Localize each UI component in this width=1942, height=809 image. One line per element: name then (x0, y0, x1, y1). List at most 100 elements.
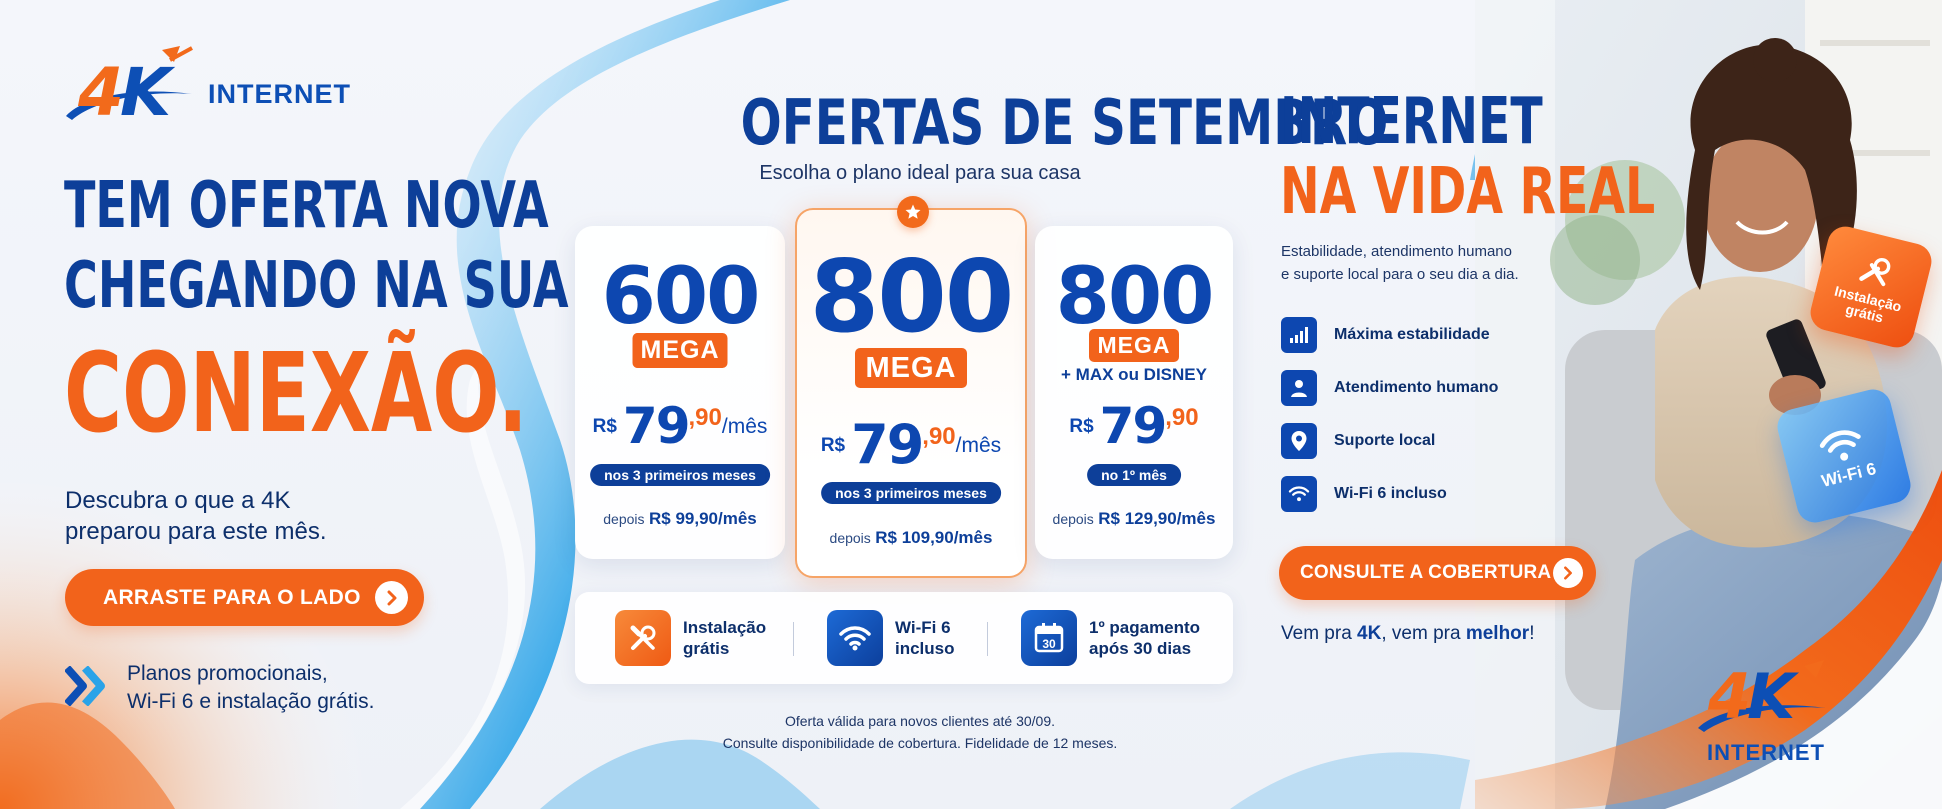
chevron-right-icon (1553, 558, 1583, 588)
right-title-line-1: INTERNET (1280, 85, 1543, 159)
desc-line-1: Estabilidade, atendimento humano (1281, 243, 1512, 260)
star-icon (897, 196, 929, 228)
check-coverage-button[interactable]: CONSULTE A COBERTURA (1279, 546, 1596, 600)
plan-speed: 600 (601, 252, 761, 342)
after-label: depois (1052, 511, 1094, 527)
list-item: Atendimento humano (1281, 361, 1498, 414)
right-title: INTERNET NA VIDA REAL (1280, 85, 1656, 229)
slogan: Vem pra 4K, vem pra melhor! (1281, 623, 1534, 645)
feature-first-payment: 30 1º pagamento após 30 dias (1021, 610, 1239, 666)
swoosh-icon (66, 46, 193, 120)
headline-line-1: TEM OFERTA NOVA (64, 169, 549, 243)
promo-note: Planos promocionais, Wi-Fi 6 e instalaçã… (65, 660, 374, 716)
feature-line-1: Wi-Fi 6 (895, 618, 951, 637)
price-currency: R$ (820, 435, 846, 456)
offers-subtitle: Escolha o plano ideal para sua casa (759, 162, 1081, 184)
plan-price: R$ 79 ,90 (1035, 401, 1233, 451)
list-item-label: Máxima estabilidade (1334, 325, 1490, 343)
feature-wifi: Wi-Fi 6 incluso (827, 610, 1025, 666)
location-pin-icon (1281, 422, 1317, 459)
wifi-icon (1819, 430, 1861, 461)
price-decimal: ,90 (922, 423, 956, 450)
list-item: Wi-Fi 6 incluso (1281, 467, 1498, 520)
calendar-day: 30 (1042, 637, 1056, 651)
plan-unit-badge: MEGA (1089, 329, 1179, 362)
feature-line-1: 1º pagamento (1089, 618, 1201, 637)
swipe-cta-button[interactable]: ARRASTE PARA O LADO (65, 569, 424, 626)
price-currency: R$ (592, 416, 617, 437)
plan-card-800-featured[interactable]: 800 MEGA R$ 79 ,90 /mês nos 3 primeiros … (795, 208, 1027, 578)
list-item-label: Suporte local (1334, 431, 1436, 449)
offers-title: OFERTAS DE SETEMBRO (740, 86, 1389, 159)
slogan-bold: melhor (1465, 623, 1530, 644)
list-item: Suporte local (1281, 414, 1498, 467)
double-chevron-right-icon (65, 666, 105, 706)
user-icon (1281, 369, 1317, 406)
after-label: depois (829, 530, 871, 546)
slogan-bold: 4K (1357, 623, 1382, 644)
list-item-label: Atendimento humano (1334, 378, 1499, 396)
feature-divider (987, 622, 988, 656)
check-coverage-label: CONSULTE A COBERTURA (1300, 562, 1552, 583)
wifi6-badge: Wi-Fi 6 (1773, 385, 1915, 527)
plan-unit-badge: MEGA (632, 333, 728, 368)
feature-text: Wi-Fi 6 incluso (895, 617, 1025, 659)
plan-speed: 800 (1055, 252, 1215, 342)
tools-icon (615, 610, 671, 666)
price-per: /mês (721, 415, 768, 438)
feature-divider (793, 622, 794, 656)
chevron-right-icon (375, 581, 408, 614)
logo-word: INTERNET (1707, 740, 1825, 765)
logo-word: INTERNET (208, 78, 351, 109)
promo-line-2: Wi-Fi 6 e instalação grátis. (127, 690, 375, 713)
plan-price: R$ 79 ,90 /mês (797, 413, 1025, 476)
after-price: depois R$ 129,90/mês (1035, 509, 1233, 529)
feature-line-2: após 30 dias (1089, 639, 1192, 658)
promo-period: no 1º mês (1087, 464, 1181, 486)
slogan-part: ! (1529, 623, 1535, 644)
list-item-label: Wi-Fi 6 incluso (1334, 484, 1447, 502)
plan-card-600[interactable]: 600 MEGA R$ 79 ,90 /mês nos 3 primeiros … (575, 226, 785, 559)
brand-logo-bottom[interactable]: 4K INTERNET (1686, 660, 1846, 770)
tools-icon (1859, 257, 1891, 287)
promo-line-1: Planos promocionais, (127, 662, 328, 685)
logo-mark: 4K (62, 46, 202, 131)
logo-4k-text: 4K (78, 54, 171, 131)
feature-line-2: incluso (895, 639, 955, 658)
promo-period: nos 3 primeiros meses (590, 464, 770, 486)
price-per: /mês (955, 434, 1002, 457)
after-price: depois R$ 109,90/mês (797, 528, 1025, 548)
right-description: Estabilidade, atendimento humano e supor… (1281, 240, 1581, 286)
logo-4k-text: 4K (1708, 660, 1795, 733)
headline-highlight: CONEXÃO. (64, 329, 528, 457)
subcopy-line-1: Descubra o que a 4K (65, 487, 291, 514)
signal-bars-icon (1281, 316, 1317, 353)
plan-addon: + MAX ou DISNEY (1061, 365, 1207, 384)
benefits-list: Máxima estabilidade Atendimento humano S… (1281, 308, 1498, 520)
feature-line-1: Instalação (683, 618, 767, 637)
price-decimal: ,90 (1165, 404, 1199, 431)
swipe-cta-label: ARRASTE PARA O LADO (103, 585, 361, 609)
price-integer: 79 (851, 413, 924, 476)
plan-card-800-max-disney[interactable]: 800 MEGA + MAX ou DISNEY R$ 79 ,90 no 1º… (1035, 226, 1233, 559)
footnote-line-2: Consulte disponibilidade de cobertura. F… (722, 735, 1118, 751)
wifi-icon (1281, 475, 1317, 512)
after-label: depois (603, 511, 645, 527)
brand-logo[interactable]: 4K INTERNET (62, 46, 351, 131)
wifi-icon (827, 610, 883, 666)
price-decimal: ,90 (688, 404, 722, 431)
desc-line-2: e suporte local para o seu dia a dia. (1281, 266, 1519, 283)
promo-text: Planos promocionais, Wi-Fi 6 e instalaçã… (127, 660, 374, 716)
plan-price: R$ 79 ,90 /mês (575, 401, 785, 451)
feature-line-2: grátis (683, 639, 730, 658)
feature-text: 1º pagamento após 30 dias (1089, 617, 1239, 659)
right-title-line-2: NA VIDA REAL (1280, 155, 1656, 229)
footnote-line-1: Oferta válida para novos clientes até 30… (784, 713, 1056, 729)
price-integer: 79 (622, 397, 691, 455)
headline-line-2: CHEGANDO NA SUA (64, 249, 569, 323)
slogan-part: Vem pra (1281, 623, 1358, 644)
features-bar: Instalação grátis Wi-Fi 6 incluso (575, 592, 1233, 684)
after-value: R$ 109,90/mês (875, 528, 993, 547)
plan-unit-badge: MEGA (855, 348, 967, 388)
after-value: R$ 129,90/mês (1098, 509, 1216, 528)
